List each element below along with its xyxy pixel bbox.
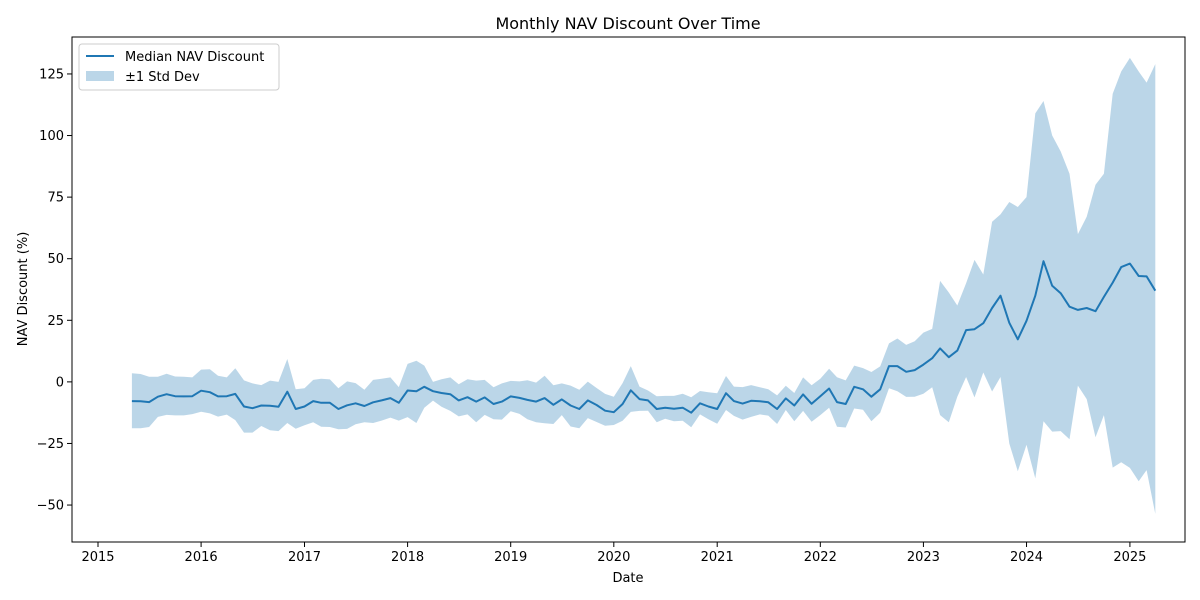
y-tick-label: 50	[47, 252, 64, 267]
x-tick-label: 2023	[907, 550, 940, 565]
x-tick-label: 2021	[701, 550, 734, 565]
x-tick-label: 2024	[1010, 550, 1043, 565]
median-nav-discount-line	[131, 260, 1157, 414]
legend-box	[78, 43, 280, 91]
chart-title: Monthly NAV Discount Over Time	[495, 14, 760, 33]
y-axis-title: NAV Discount (%)	[16, 232, 31, 347]
plot-frame	[71, 36, 1186, 543]
y-axis: −50 −25 0 25 50 75 100 125	[37, 67, 72, 514]
x-tick-label: 2025	[1113, 550, 1146, 565]
y-tick-label: 100	[39, 129, 64, 144]
plot-area	[131, 57, 1157, 514]
x-tick-label: 2022	[804, 550, 837, 565]
x-tick-label: 2018	[391, 550, 424, 565]
y-tick-label: 25	[47, 314, 64, 329]
legend: Median NAV Discount ±1 Std Dev	[78, 43, 280, 91]
x-tick-label: 2015	[81, 550, 114, 565]
x-tick-label: 2017	[288, 550, 321, 565]
x-tick-label: 2020	[597, 550, 630, 565]
std-dev-band	[131, 57, 1156, 514]
x-axis-title: Date	[612, 571, 643, 586]
y-tick-label: −25	[37, 437, 64, 452]
y-tick-label: 0	[56, 375, 64, 390]
y-tick-label: 75	[47, 191, 64, 206]
x-tick-label: 2019	[494, 550, 527, 565]
x-axis: 2015 2016 2017 2018 2019 2020 2021 2022 2023 2024…	[81, 542, 1146, 565]
y-tick-label: −50	[37, 499, 64, 514]
legend-band-swatch	[86, 71, 114, 81]
x-tick-label: 2016	[185, 550, 218, 565]
y-tick-label: 125	[39, 67, 64, 82]
legend-label-median: Median NAV Discount	[125, 50, 264, 65]
legend-label-std-dev: ±1 Std Dev	[125, 70, 200, 85]
